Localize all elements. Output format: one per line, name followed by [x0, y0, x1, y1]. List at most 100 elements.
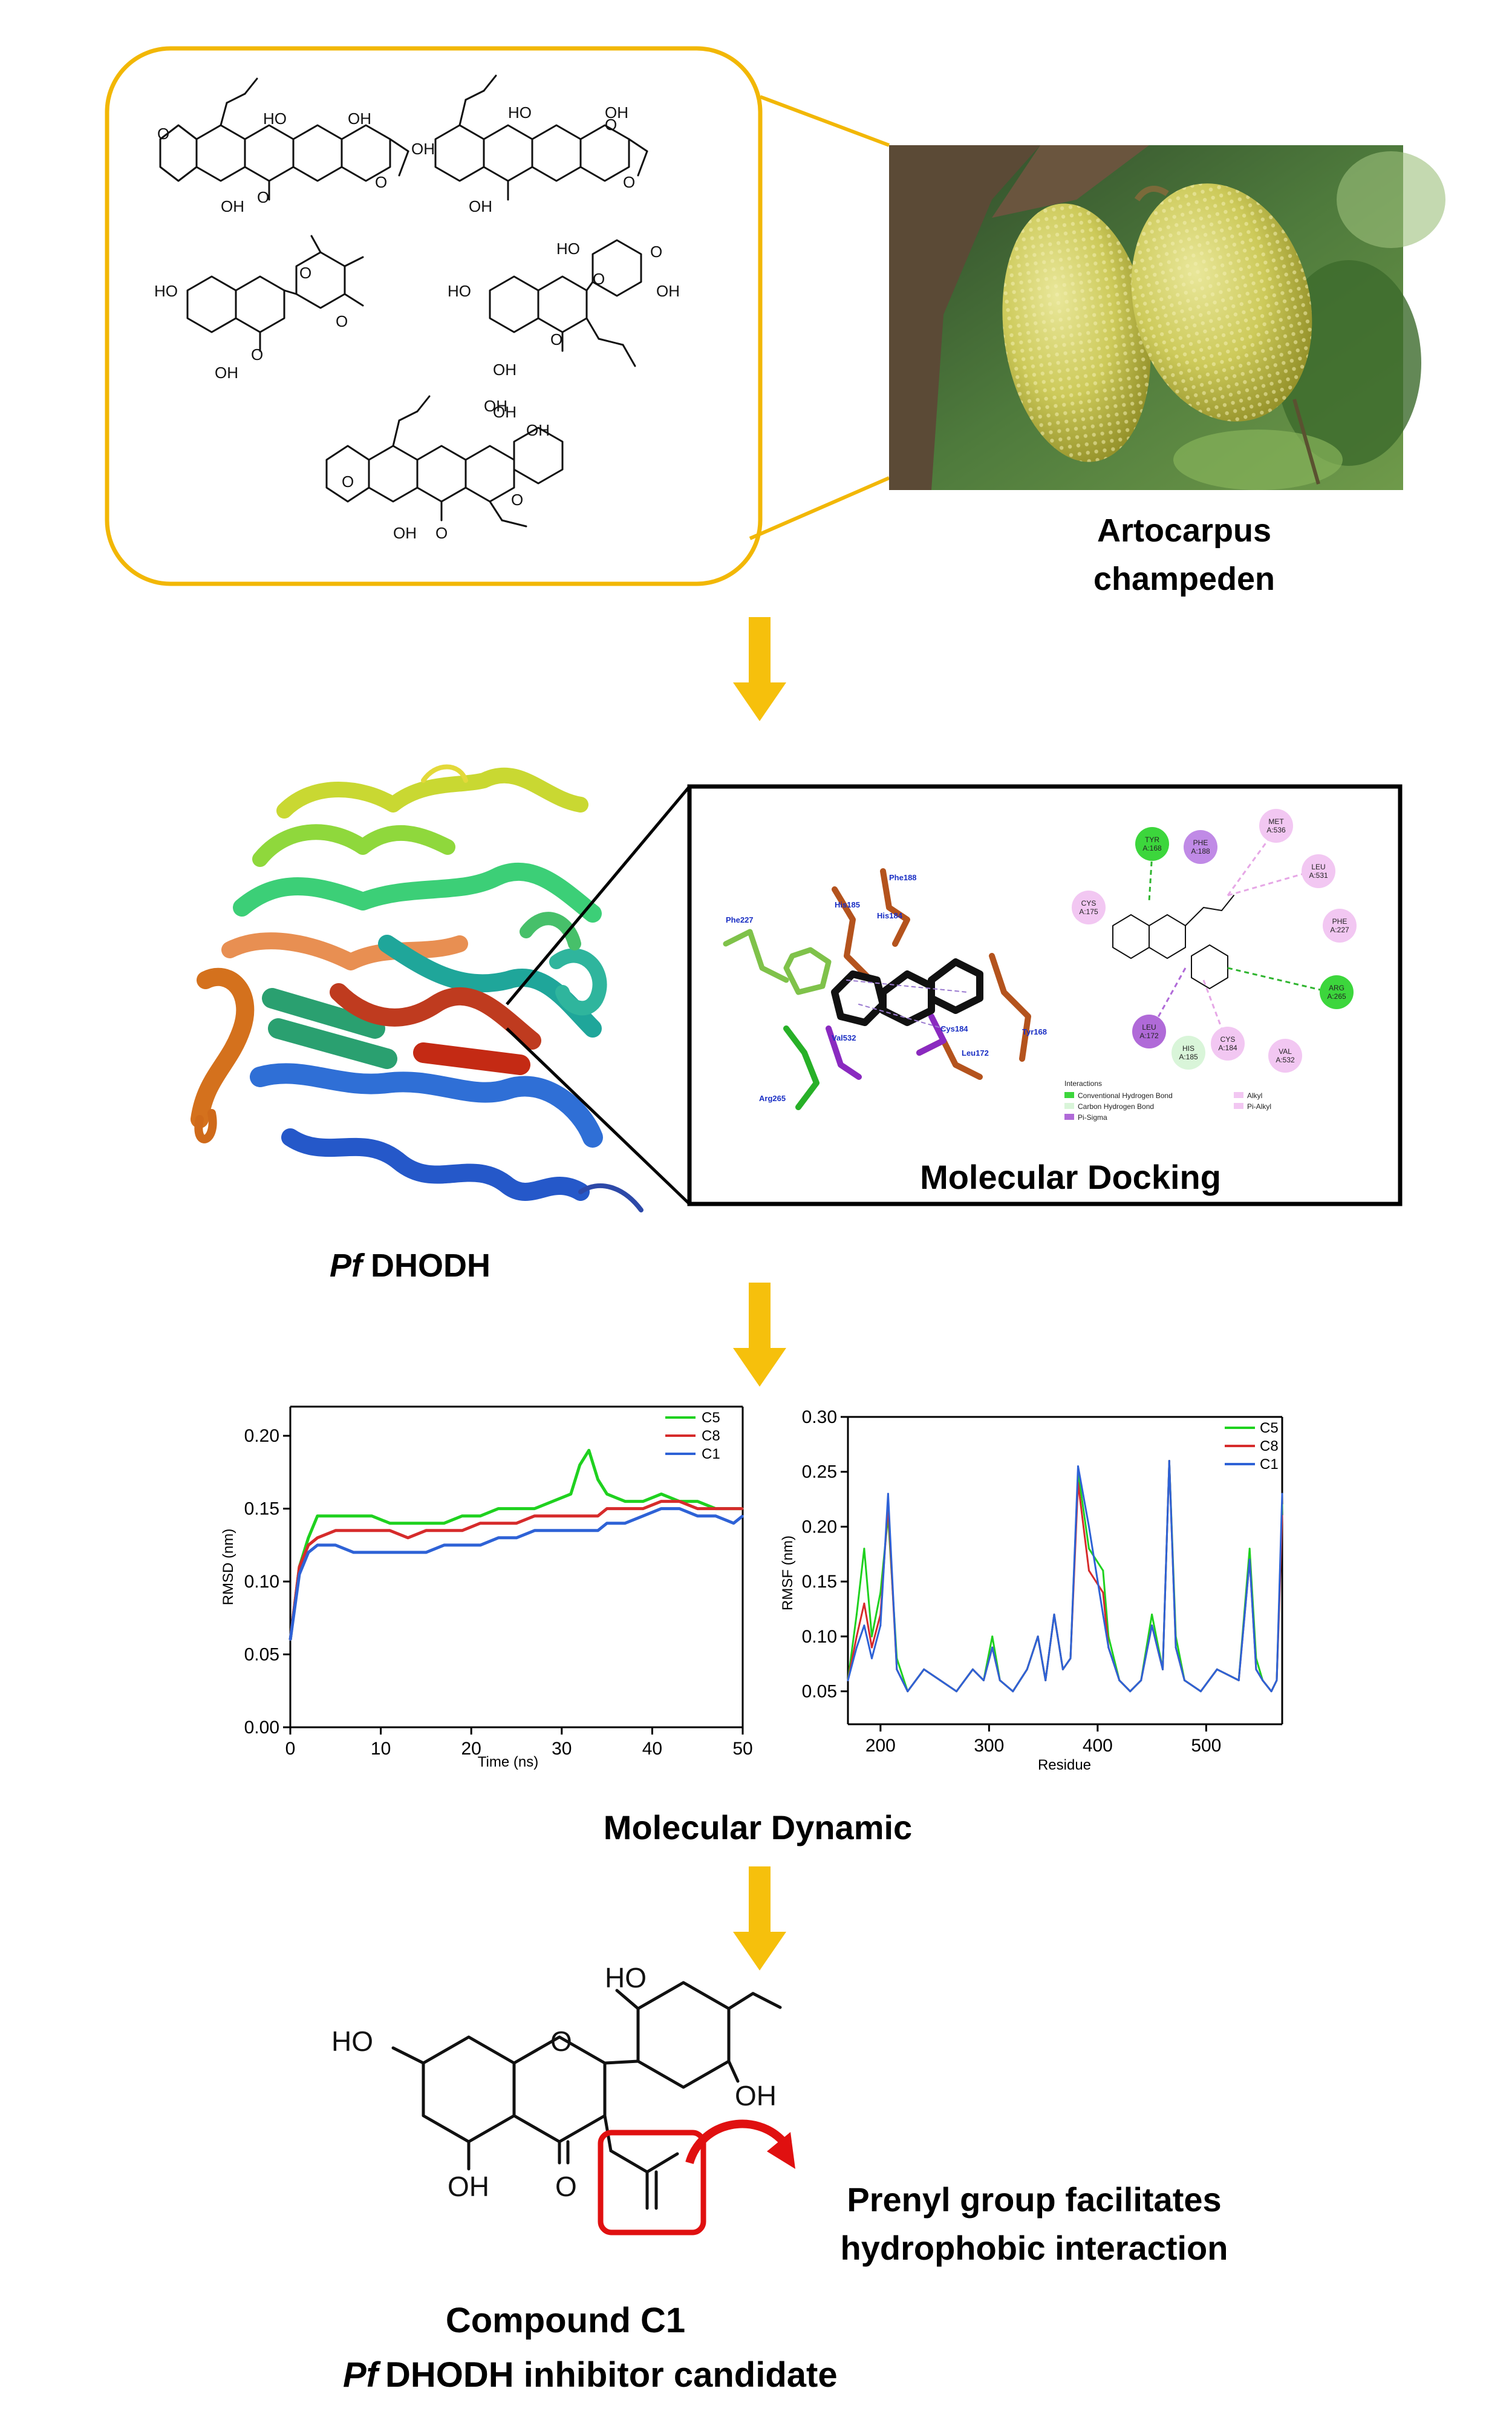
rmsd-legend-item: C8 [702, 1428, 720, 1444]
rmsf-point-c1 [1026, 1668, 1028, 1670]
atom-label: HO [556, 240, 580, 258]
rmsd-xtick-label: 0 [285, 1739, 296, 1759]
rmsf-series-c1 [847, 1460, 1283, 1693]
docking-legend: Interactions Conventional Hydrogen Bond … [1064, 1079, 1271, 1122]
atom-label: O [511, 491, 523, 509]
atom-label: OH [656, 282, 680, 300]
atom-label: OH [348, 110, 371, 128]
rmsf-ytick-label: 0.15 [802, 1572, 837, 1592]
atom-label: O [299, 264, 311, 282]
rmsd-point-c1 [353, 1551, 355, 1554]
rmsf-point-c1 [1107, 1646, 1110, 1649]
rmsd-point-c5 [461, 1515, 463, 1517]
rmsf-xlabel: Residue [1038, 1757, 1091, 1773]
residue-label: Tyr168 [1022, 1027, 1047, 1036]
atom-label: OH [526, 421, 550, 439]
atom-label: O [257, 188, 269, 206]
residue-id: A:172 [1139, 1032, 1159, 1040]
compound-structure-4 [489, 239, 642, 367]
atom-label: O [605, 116, 617, 134]
rmsf-point-c1 [939, 1679, 942, 1681]
rmsf-point-c1 [1162, 1668, 1164, 1670]
rmsd-point-c8 [515, 1522, 518, 1525]
rmsd-point-c5 [443, 1522, 445, 1525]
rmsf-point-c8 [870, 1646, 873, 1649]
rmsd-point-c8 [298, 1566, 301, 1568]
rmsd-point-c8 [406, 1537, 409, 1539]
rmsf-point-c1 [1102, 1614, 1104, 1616]
docking-legend-item: Pi-Sigma [1078, 1113, 1107, 1122]
flow-arrow-1 [733, 617, 786, 721]
rmsd-point-c5 [660, 1493, 662, 1496]
rmsf-point-c1 [1276, 1679, 1278, 1681]
rmsd-point-c5 [389, 1522, 391, 1525]
rmsd-point-c8 [642, 1508, 644, 1510]
rmsd-point-c5 [497, 1508, 500, 1510]
atom-label: O [623, 173, 635, 191]
rmsd-point-c1 [579, 1529, 581, 1532]
atom-label: OH [448, 2171, 489, 2202]
atom-label: HO [331, 2026, 373, 2057]
rmsd-point-c8 [714, 1508, 717, 1510]
rmsd-xtick-label: 30 [552, 1739, 572, 1759]
atom-label: OH [493, 403, 516, 421]
rmsd-legend-item: C1 [702, 1446, 720, 1462]
rmsd-point-c1 [371, 1551, 373, 1554]
rmsd-point-c8 [606, 1508, 608, 1510]
rmsd-point-c8 [307, 1544, 310, 1546]
zoom-line-bottom [506, 1027, 691, 1205]
rmsd-point-c8 [660, 1500, 662, 1503]
residue-label: Val532 [832, 1033, 856, 1042]
rmsf-point-c1 [991, 1646, 994, 1649]
atom-label: HO [508, 103, 532, 122]
rmsd-point-c1 [425, 1551, 427, 1554]
rmsf-ytick-label: 0.20 [802, 1517, 837, 1537]
docking-legend-item: Carbon Hydrogen Bond [1078, 1102, 1154, 1111]
rmsd-point-c5 [533, 1508, 536, 1510]
residue-id: A:175 [1079, 908, 1098, 916]
atom-label: O [342, 473, 354, 491]
atom-label: OH [605, 103, 628, 122]
atom-label: OH [215, 364, 238, 382]
docking-3d-residue-labels: Phe227 His185 Phe188 His184 Val532 Cys18… [726, 873, 1047, 1103]
residue-id: A:184 [1218, 1044, 1237, 1052]
rmsd-point-c1 [533, 1529, 536, 1532]
rmsd-point-c8 [597, 1515, 599, 1517]
rmsd-point-c8 [696, 1508, 699, 1510]
residue-id: A:227 [1330, 926, 1349, 934]
rmsd-point-c5 [307, 1537, 310, 1539]
rmsf-point-c1 [1237, 1679, 1240, 1681]
residue-label: His185 [835, 900, 860, 909]
residue-id: A:532 [1276, 1056, 1295, 1064]
residue-name: MET [1268, 817, 1284, 826]
atom-label: HO [263, 110, 287, 128]
rmsd-ylabel: RMSD (nm) [220, 1529, 236, 1606]
rmsf-point-c8 [863, 1602, 865, 1604]
rmsd-point-c1 [597, 1529, 599, 1532]
atom-label: OH [735, 2080, 777, 2111]
rmsd-ytick-label: 0.10 [244, 1572, 279, 1592]
rmsd-chart: 0.00 0.05 0.10 0.15 0.20 0 10 20 30 40 50 Time (n… [220, 1405, 753, 1770]
rmsd-point-c8 [552, 1515, 554, 1517]
rmsf-series-c8 [847, 1460, 1283, 1693]
docking-title: Molecular Docking [920, 1158, 1221, 1196]
compound-structure-5 [325, 395, 564, 528]
atom-label: OH [493, 361, 516, 379]
rmsf-legend-item: C8 [1260, 1438, 1279, 1454]
rmsf-point-c1 [1255, 1668, 1257, 1670]
rmsd-xlabel: Time (ns) [478, 1754, 538, 1770]
rmsd-point-c5 [515, 1508, 518, 1510]
rmsf-point-c1 [1281, 1493, 1283, 1495]
rmsd-point-c5 [552, 1500, 554, 1503]
residue-name: PHE [1193, 839, 1208, 847]
residue-id: A:265 [1327, 992, 1346, 1001]
rmsd-point-c8 [389, 1529, 391, 1532]
rmsf-point-c8 [855, 1635, 858, 1638]
compound-structure-1 [159, 77, 409, 201]
atom-label: HO [605, 1962, 647, 1993]
rmsd-point-c1 [741, 1515, 744, 1517]
rmsd-xtick-label: 40 [642, 1739, 662, 1759]
